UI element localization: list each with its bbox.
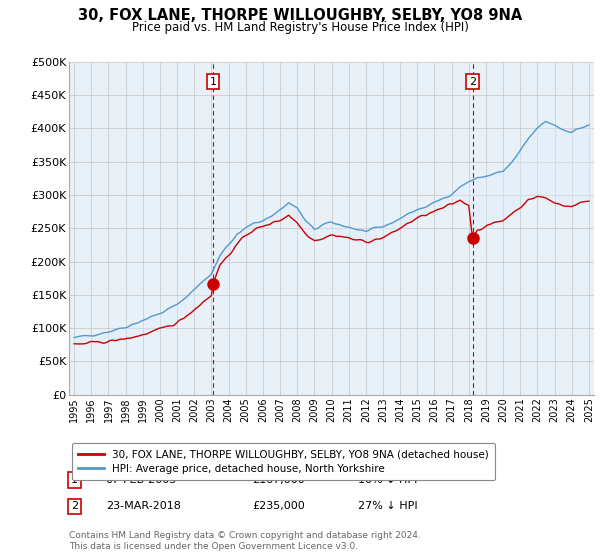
Text: 1: 1	[209, 77, 217, 87]
Text: 30, FOX LANE, THORPE WILLOUGHBY, SELBY, YO8 9NA: 30, FOX LANE, THORPE WILLOUGHBY, SELBY, …	[78, 8, 522, 24]
Text: £235,000: £235,000	[253, 501, 305, 511]
Text: 2: 2	[469, 77, 476, 87]
Legend: 30, FOX LANE, THORPE WILLOUGHBY, SELBY, YO8 9NA (detached house), HPI: Average p: 30, FOX LANE, THORPE WILLOUGHBY, SELBY, …	[71, 444, 495, 480]
Text: 23-MAR-2018: 23-MAR-2018	[106, 501, 181, 511]
Text: 1: 1	[71, 475, 78, 485]
Text: 27% ↓ HPI: 27% ↓ HPI	[358, 501, 418, 511]
Text: Price paid vs. HM Land Registry's House Price Index (HPI): Price paid vs. HM Land Registry's House …	[131, 21, 469, 34]
Text: 10% ↓ HPI: 10% ↓ HPI	[358, 475, 417, 485]
Text: 2: 2	[71, 501, 78, 511]
Text: Contains HM Land Registry data © Crown copyright and database right 2024.
This d: Contains HM Land Registry data © Crown c…	[69, 531, 421, 551]
Text: 07-FEB-2003: 07-FEB-2003	[106, 475, 177, 485]
Text: £167,000: £167,000	[253, 475, 305, 485]
